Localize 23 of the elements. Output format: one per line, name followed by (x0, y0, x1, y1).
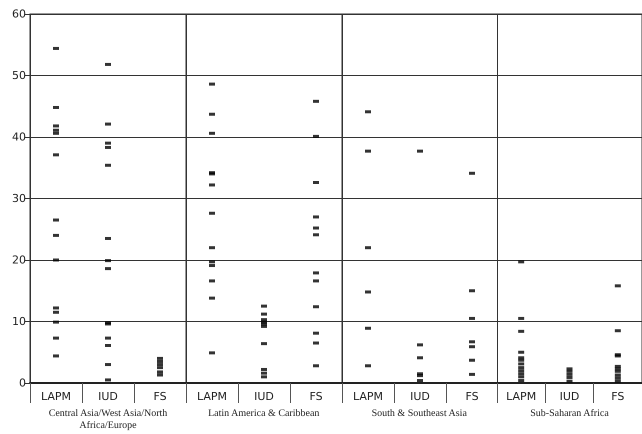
x-axis-title: Central Asia/West Asia/North Africa/Europe (48, 408, 168, 432)
y-tick-label: 50 (12, 69, 26, 82)
y-tick-label: 0 (19, 376, 26, 390)
x-tick-label: IUD (254, 390, 274, 403)
y-tick-label: 60 (12, 8, 26, 20)
x-tick-label: FS (309, 390, 323, 403)
x-tick-label: IUD (410, 390, 430, 403)
y-tick-label: 40 (12, 130, 26, 144)
x-tick-label: FS (611, 390, 624, 403)
x-tick-label: FS (464, 390, 478, 403)
x-tick-label: LAPM (506, 390, 536, 403)
x-tick-label: IUD (98, 390, 118, 403)
x-tick-label: LAPM (196, 390, 228, 403)
y-tick-label: 10 (12, 315, 26, 328)
x-axis-title: Sub-Saharan Africa (529, 408, 610, 420)
x-tick-label: IUD (560, 390, 580, 403)
y-tick-label: 20 (12, 254, 26, 266)
x-tick-label: FS (153, 390, 167, 403)
y-tick-label: 30 (12, 192, 26, 205)
x-tick-label: LAPM (352, 390, 383, 403)
x-axis-title: South & Southeast Asia (370, 408, 468, 420)
x-tick-label: LAPM (40, 390, 72, 403)
x-axis-title: Latin America & Caribbean (207, 408, 320, 420)
